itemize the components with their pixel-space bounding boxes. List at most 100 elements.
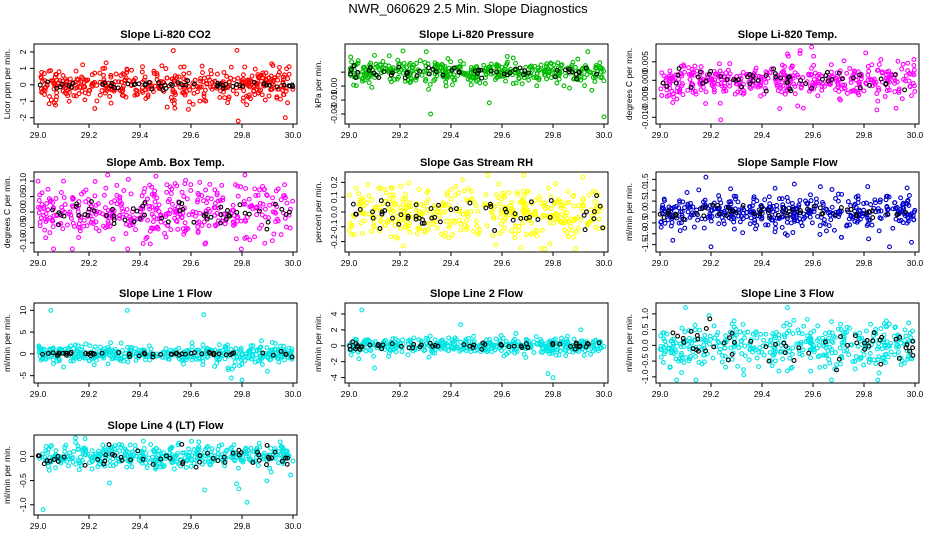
data-point (147, 182, 153, 188)
data-point (161, 80, 167, 86)
data-point (886, 87, 892, 93)
y-tick-label: 0 (329, 343, 339, 348)
plot-frame (344, 43, 609, 125)
black-data-point (56, 210, 62, 216)
black-data-point (803, 81, 809, 86)
data-point (92, 106, 98, 111)
data-point (658, 333, 664, 339)
data-point (763, 79, 769, 85)
data-point (36, 210, 42, 216)
data-point (216, 342, 222, 348)
data-point (590, 188, 596, 194)
black-data-point (179, 201, 185, 207)
data-point (676, 220, 682, 226)
data-point (75, 77, 81, 83)
data-point (273, 219, 279, 225)
data-point (543, 63, 549, 69)
y-tick-label: -2 (329, 358, 339, 366)
data-point (398, 226, 404, 232)
data-point (73, 68, 79, 74)
x-tick-label: 29.2 (392, 389, 409, 399)
data-point (356, 356, 362, 362)
data-point (228, 75, 234, 81)
data-point (658, 224, 664, 230)
data-point (45, 186, 51, 192)
data-point (200, 70, 205, 76)
data-point (45, 207, 51, 213)
data-point (405, 77, 411, 83)
data-point (129, 464, 135, 470)
data-point (784, 51, 790, 57)
black-data-point (857, 85, 863, 91)
data-point (236, 486, 242, 492)
data-point (139, 69, 145, 75)
black-data-point (488, 204, 494, 209)
x-tick-label: 29.2 (81, 258, 98, 268)
data-point (763, 331, 769, 337)
data-point (693, 377, 699, 383)
data-point (366, 74, 372, 80)
data-point (257, 225, 262, 231)
data-point (396, 74, 401, 80)
data-point (240, 80, 246, 86)
data-point (214, 71, 220, 77)
data-point (235, 75, 241, 81)
black-data-point (183, 82, 189, 88)
black-data-point (675, 72, 681, 78)
data-point (434, 61, 440, 67)
data-point (682, 69, 688, 75)
data-point (829, 377, 834, 383)
black-data-point (357, 207, 363, 212)
data-point (86, 91, 91, 97)
data-point (275, 186, 281, 192)
black-data-point (413, 213, 419, 219)
data-point (909, 239, 914, 245)
data-point (904, 185, 910, 191)
outlier-point (35, 178, 41, 184)
data-point (534, 75, 540, 81)
data-point (669, 88, 675, 94)
data-point (907, 70, 912, 76)
data-point (737, 329, 743, 335)
data-point (416, 187, 422, 192)
data-point (712, 77, 718, 83)
data-point (188, 188, 194, 193)
data-point (695, 217, 701, 223)
data-point (255, 463, 261, 468)
data-point (72, 435, 78, 441)
data-point (467, 74, 473, 80)
data-point (529, 220, 534, 226)
data-point (423, 76, 429, 82)
y-tick-label: 0 (18, 351, 28, 356)
data-point (64, 79, 70, 85)
black-data-point (582, 227, 588, 233)
y-axis-label: degrees C per min. (2, 176, 12, 248)
outlier-point (277, 439, 283, 445)
data-point (272, 209, 278, 215)
data-point (400, 243, 406, 249)
data-point (661, 196, 667, 202)
data-point (808, 198, 814, 204)
black-data-point (91, 208, 97, 214)
black-data-point (283, 211, 289, 217)
black-data-point (448, 207, 454, 213)
y-axis-label: Licor ppm per min. (2, 49, 12, 119)
y-tick-label: 0.005 (640, 51, 650, 73)
data-point (269, 238, 275, 244)
data-point (762, 197, 768, 203)
x-tick-label: 29.8 (545, 258, 562, 268)
data-point (355, 60, 361, 66)
data-point (888, 349, 894, 355)
data-point (41, 206, 47, 212)
data-point (490, 208, 495, 214)
data-point (191, 460, 197, 466)
data-point (67, 89, 72, 95)
data-point (857, 330, 863, 336)
data-point (847, 66, 853, 71)
data-point (435, 64, 441, 69)
data-point (660, 360, 666, 365)
data-point (737, 219, 743, 225)
data-point (156, 202, 162, 208)
y-tick-label: 0.1 (329, 191, 339, 203)
